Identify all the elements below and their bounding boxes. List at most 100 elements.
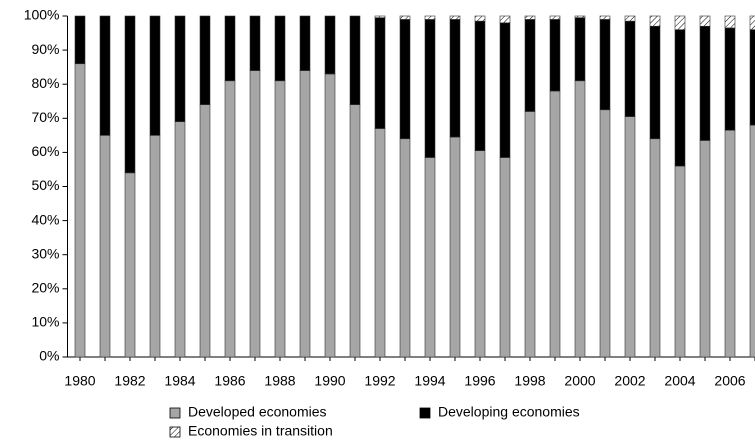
x-tick-label: 1982	[114, 373, 145, 389]
bar-segment	[649, 15, 661, 27]
bar-segment	[599, 15, 611, 20]
bar-segment	[574, 80, 586, 358]
bar-segment	[674, 29, 686, 167]
y-tick-label: 80%	[31, 75, 59, 91]
bar-segment	[524, 15, 536, 20]
bar-segment	[499, 22, 511, 158]
y-tick-label: 10%	[31, 314, 59, 330]
bar-segment	[149, 15, 161, 136]
x-tick-label: 1984	[164, 373, 195, 389]
bar-segment	[399, 15, 411, 20]
x-tick-label: 2002	[614, 373, 645, 389]
bar-segment	[699, 15, 711, 27]
bar-segment	[474, 20, 486, 151]
bar-segment	[474, 15, 486, 22]
bar-segment	[324, 73, 336, 358]
bar-segment	[199, 104, 211, 358]
bar-segment	[699, 140, 711, 358]
bar-segment	[749, 15, 755, 30]
y-tick-label: 50%	[31, 177, 59, 193]
bar-segment	[449, 15, 461, 20]
legend-label: Developing economies	[438, 404, 580, 420]
bar-segment	[99, 135, 111, 358]
bar-segment	[574, 17, 586, 82]
bar-segment	[74, 63, 86, 358]
legend-swatch	[169, 426, 181, 438]
bar-segment	[349, 15, 361, 105]
bar-segment	[524, 111, 536, 358]
bar-segment	[674, 165, 686, 358]
bar-segment	[499, 157, 511, 358]
y-tick-label: 100%	[24, 7, 60, 23]
bar-segment	[424, 15, 436, 20]
bar-segment	[274, 80, 286, 358]
y-tick-label: 90%	[31, 41, 59, 57]
bar-segment	[524, 19, 536, 112]
bar-segment	[724, 129, 736, 358]
bar-segment	[449, 136, 461, 358]
bar-segment	[649, 138, 661, 358]
bar-segment	[599, 19, 611, 111]
bar-segment	[549, 15, 561, 20]
x-tick-label: 1994	[414, 373, 445, 389]
bar-segment	[724, 15, 736, 29]
bar-segment	[374, 17, 386, 129]
bar-segment	[124, 172, 136, 358]
y-tick-label: 70%	[31, 109, 59, 125]
bar-segment	[724, 27, 736, 131]
x-tick-label: 1998	[514, 373, 545, 389]
x-tick-label: 1990	[314, 373, 345, 389]
x-tick-label: 1996	[464, 373, 495, 389]
legend-swatch	[419, 407, 431, 419]
bar-segment	[124, 15, 136, 174]
x-tick-label: 2006	[714, 373, 745, 389]
bar-segment	[574, 15, 586, 19]
bar-segment	[624, 20, 636, 117]
y-tick-label: 40%	[31, 211, 59, 227]
bar-segment	[424, 19, 436, 158]
bar-segment	[224, 80, 236, 358]
bar-segment	[249, 70, 261, 358]
x-tick-label: 1986	[214, 373, 245, 389]
bar-segment	[174, 121, 186, 358]
y-tick-label: 60%	[31, 143, 59, 159]
bar-segment	[449, 19, 461, 138]
x-tick-label: 1992	[364, 373, 395, 389]
bar-segment	[149, 135, 161, 358]
bar-segment	[499, 15, 511, 24]
x-tick-label: 2004	[664, 373, 695, 389]
x-tick-label: 1980	[64, 373, 95, 389]
bar-segment	[549, 90, 561, 358]
legend-swatch	[169, 407, 181, 419]
legend-label: Economies in transition	[188, 423, 333, 439]
bar-segment	[249, 15, 261, 71]
bar-segment	[299, 70, 311, 358]
bar-segment	[699, 25, 711, 141]
bar-segment	[374, 15, 386, 19]
y-tick-label: 0%	[39, 348, 59, 364]
bar-segment	[649, 25, 661, 140]
bar-segment	[199, 15, 211, 105]
bar-segment	[399, 19, 411, 140]
bar-segment	[749, 124, 755, 358]
bar-segment	[299, 15, 311, 71]
bar-segment	[74, 15, 86, 65]
x-tick-label: 1988	[264, 373, 295, 389]
bar-segment	[549, 19, 561, 92]
bar-segment	[674, 15, 686, 30]
bar-segment	[324, 15, 336, 75]
bar-segment	[624, 15, 636, 22]
bar-segment	[474, 150, 486, 358]
bar-segment	[174, 15, 186, 123]
bar-segment	[274, 15, 286, 82]
legend-label: Developed economies	[188, 404, 327, 420]
y-tick-label: 20%	[31, 280, 59, 296]
x-tick-label: 2000	[564, 373, 595, 389]
bar-segment	[624, 116, 636, 358]
bar-segment	[749, 29, 755, 126]
bar-segment	[349, 104, 361, 358]
bar-segment	[224, 15, 236, 82]
bar-segment	[374, 128, 386, 358]
bar-segment	[399, 138, 411, 358]
